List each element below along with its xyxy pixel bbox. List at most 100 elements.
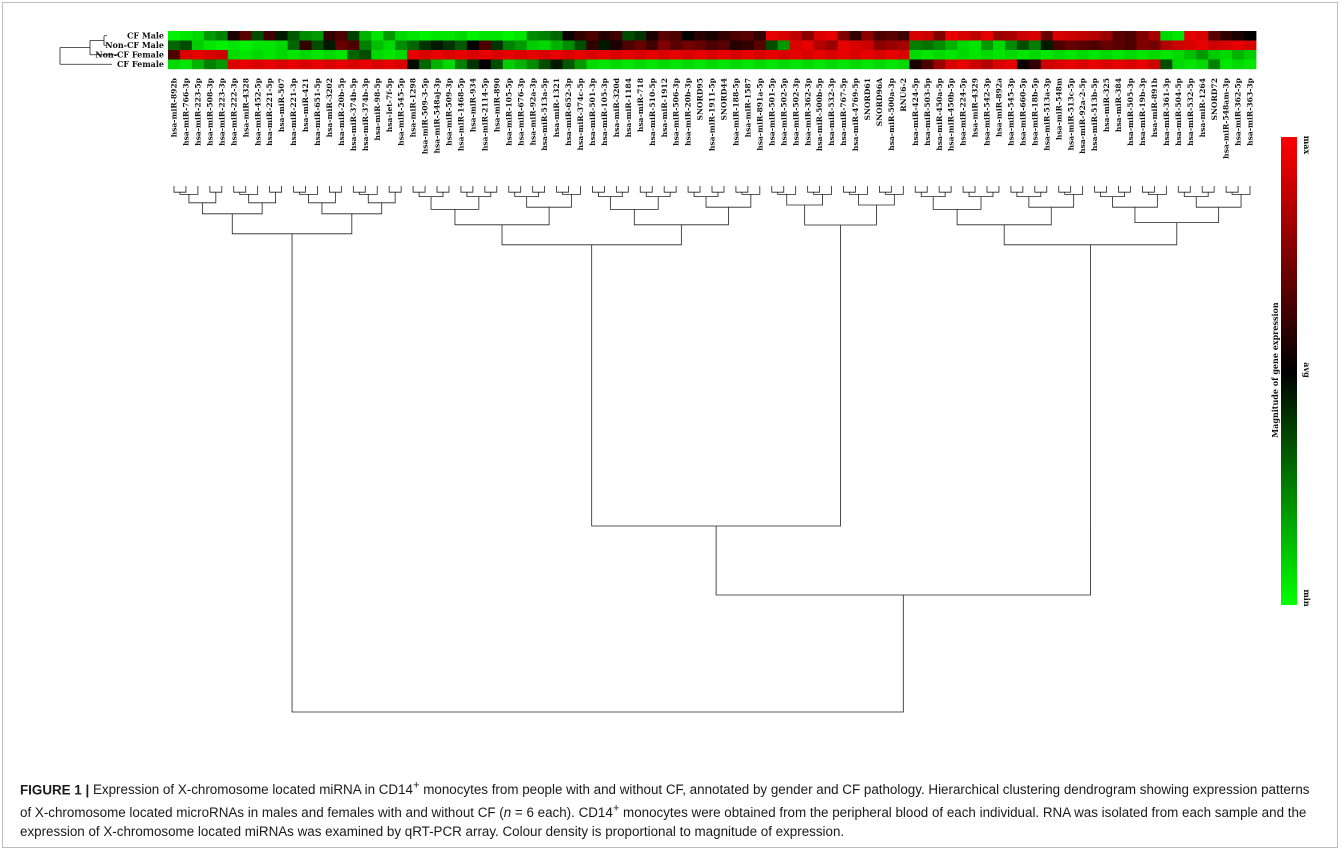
heatmap-cell (562, 59, 575, 70)
heatmap-cell (1052, 40, 1066, 51)
column-dendrogram-branch (884, 186, 904, 195)
column-dendrogram-branch (233, 186, 247, 193)
heatmap-cell (789, 40, 803, 51)
heatmap-cell (634, 31, 647, 41)
column-label: hsa-miR-325 (1102, 78, 1111, 132)
column-dendrogram-branch (514, 192, 540, 197)
column-label: hsa-miR-545-5p (397, 78, 406, 146)
column-dendrogram-branch (968, 192, 994, 197)
heatmap-cell (383, 40, 396, 51)
heatmap-cell (897, 40, 910, 51)
heatmap-cell (227, 50, 241, 60)
column-dendrogram-branch (1003, 222, 1178, 246)
heatmap-cell (1040, 31, 1054, 41)
column-dendrogram-branch (1142, 186, 1155, 193)
heatmap-cell (1028, 40, 1042, 51)
heatmap-cell (1028, 31, 1042, 41)
column-dendrogram-branch (849, 186, 868, 195)
column-label: hsa-miR-320d (612, 77, 621, 137)
heatmap-cell (1196, 40, 1209, 51)
heatmap-cell (502, 31, 516, 41)
column-label: hsa-miR-513b-5p (1090, 78, 1099, 151)
heatmap-cell (861, 50, 874, 60)
heatmap-cell (454, 31, 468, 41)
heatmap-cell (909, 40, 922, 51)
heatmap-cell (741, 40, 755, 51)
heatmap-cell (1016, 40, 1030, 51)
heatmap-cell (251, 59, 265, 70)
column-label: hsa-miR-223-5p (193, 78, 202, 146)
heatmap-cell (347, 31, 360, 41)
heatmap-cell (1136, 59, 1149, 70)
heatmap-cell (813, 59, 826, 70)
column-label: hsa-miR-502-3p (791, 78, 800, 146)
column-label: hsa-miR-19b-3p (1138, 78, 1147, 146)
column-label: hsa-miR-362-3p (803, 78, 812, 146)
column-dendrogram-branch (460, 186, 474, 193)
heatmap-cell (287, 40, 300, 51)
column-label: hsa-miR-532-3p (827, 78, 836, 146)
column-dendrogram-branch (248, 192, 276, 204)
heatmap-cell (933, 40, 946, 51)
heatmap-cell (275, 50, 288, 60)
column-label: hsa-miR-513c-5p (1066, 78, 1075, 150)
heatmap-cell (526, 31, 540, 41)
heatmap-cell (598, 59, 611, 70)
colorbar-legend: max avg min Magnitude of gene expression (1270, 136, 1312, 607)
heatmap-cell (933, 59, 946, 70)
heatmap-cell (251, 31, 265, 41)
column-dendrogram-branch (412, 186, 426, 193)
column-label: hsa-miR-891b (1150, 78, 1159, 137)
heatmap-cell (658, 50, 671, 60)
heatmap-cell (933, 31, 946, 41)
heatmap-cell (179, 59, 193, 70)
heatmap-cell (861, 59, 874, 70)
heatmap-cell (383, 31, 396, 41)
heatmap-cell (275, 40, 288, 51)
heatmap-cell (837, 59, 850, 70)
column-dendrogram-branch (1231, 186, 1251, 195)
heatmap-cell (945, 59, 958, 70)
heatmap-cell (1172, 40, 1185, 51)
heatmap-cell (634, 59, 647, 70)
heatmap-cell (168, 59, 181, 70)
heatmap-cell (658, 31, 671, 41)
heatmap-cell (729, 59, 743, 70)
heatmap-cell (419, 31, 432, 41)
heatmap-cell (957, 50, 970, 60)
heatmap-cell (1232, 31, 1245, 41)
heatmap-cell (442, 50, 456, 60)
heatmap-cell (299, 31, 312, 41)
heatmap-cell (825, 59, 838, 70)
heatmap-cell (598, 31, 611, 41)
column-label: hsa-miR-4769-5p (851, 78, 860, 151)
heatmap-cell (670, 59, 683, 70)
column-dendrogram-branch (804, 205, 877, 226)
heatmap-cell (227, 59, 241, 70)
heatmap-cell (442, 40, 456, 51)
column-label: hsa-miR-510-5p (648, 78, 657, 146)
column-label: hsa-miR-384 (1114, 78, 1123, 132)
column-label: hsa-miR-20b-5p (337, 78, 346, 146)
heatmap-cell (813, 50, 826, 60)
heatmap-cell (789, 50, 803, 60)
column-dendrogram-branch (1134, 207, 1220, 223)
column-dendrogram-branch (454, 207, 550, 226)
heatmap-cell (1064, 40, 1078, 51)
column-label: hsa-miR-105-3p (600, 78, 609, 146)
heatmap-cell (1232, 40, 1245, 51)
heatmap-cell (1100, 40, 1113, 51)
heatmap-cell (921, 31, 934, 41)
column-label: hsa-miR-892b (170, 78, 179, 137)
heatmap-cell (777, 40, 791, 51)
heatmap-cell (825, 31, 838, 41)
heatmap-cell (538, 31, 551, 41)
column-label: hsa-miR-548am-3p (1222, 78, 1231, 159)
heatmap-cell (514, 50, 528, 60)
heatmap-cell (526, 40, 540, 51)
heatmap-cell (1160, 31, 1173, 41)
heatmap-cell (227, 31, 241, 41)
heatmap-cell (945, 40, 958, 51)
row-label: Non-CF Female (95, 49, 164, 59)
